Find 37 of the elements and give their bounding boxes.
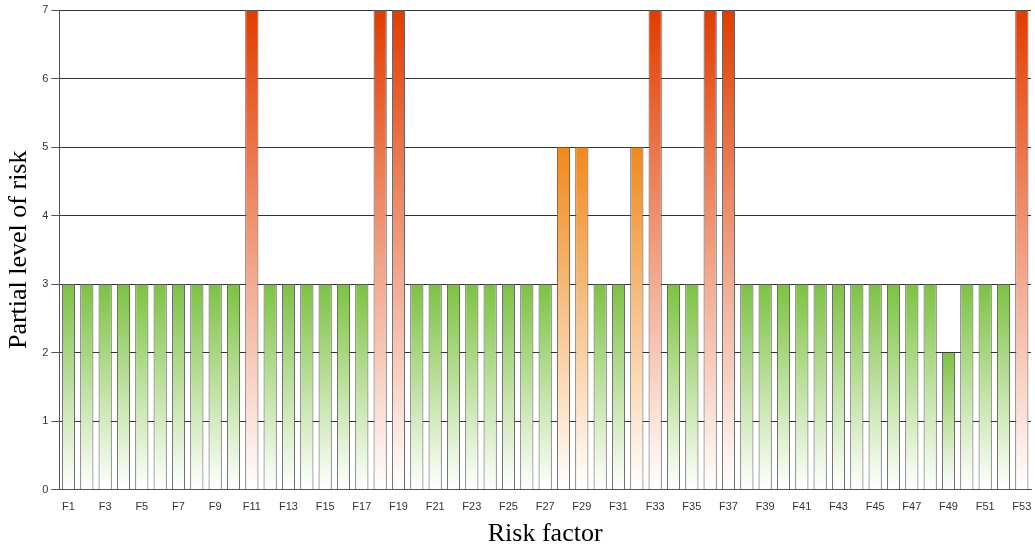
y-tick-label: 0 [42,482,49,495]
x-tick-label: F35 [682,500,702,513]
y-tick-label: 5 [42,140,49,153]
y-tick-label: 7 [42,3,49,16]
y-axis-title: Partial level of risk [3,150,33,350]
x-tick-label: F37 [719,500,738,513]
x-tick-label: F29 [572,500,592,513]
x-tick-label: F17 [352,500,372,513]
x-tick-label: F25 [499,500,518,513]
x-tick-label: F49 [939,500,958,513]
x-tick-label: F5 [135,500,149,513]
y-tick-label: 1 [42,414,49,427]
x-tick-label: F43 [829,500,848,513]
x-tick-label: F39 [755,500,775,513]
x-tick-label: F7 [172,500,185,513]
y-tick-label: 6 [42,71,49,84]
x-tick-label: F41 [792,500,812,513]
x-tick-label: F1 [62,500,75,513]
x-tick-label: F23 [462,500,482,513]
x-axis-title: Risk factor [487,518,603,548]
x-tick-label: F9 [208,500,222,513]
y-tick-label: 3 [42,277,49,290]
x-tick-label: F13 [279,500,298,513]
x-tick-label: F11 [242,500,261,513]
x-tick-label: F3 [98,500,112,513]
x-tick-label: F21 [425,500,445,513]
x-tick-label: F53 [1012,500,1032,513]
y-tick-label: 2 [42,345,49,358]
x-tick-label: F19 [389,500,408,513]
x-tick-label: F45 [865,500,885,513]
x-tick-label: F27 [535,500,555,513]
x-tick-label: F15 [315,500,335,513]
y-tick-label: 4 [42,208,49,221]
x-tick-label: F47 [902,500,922,513]
x-tick-label: F33 [645,500,665,513]
x-tick-label: F51 [975,500,995,513]
x-tick-label: F31 [609,500,628,513]
